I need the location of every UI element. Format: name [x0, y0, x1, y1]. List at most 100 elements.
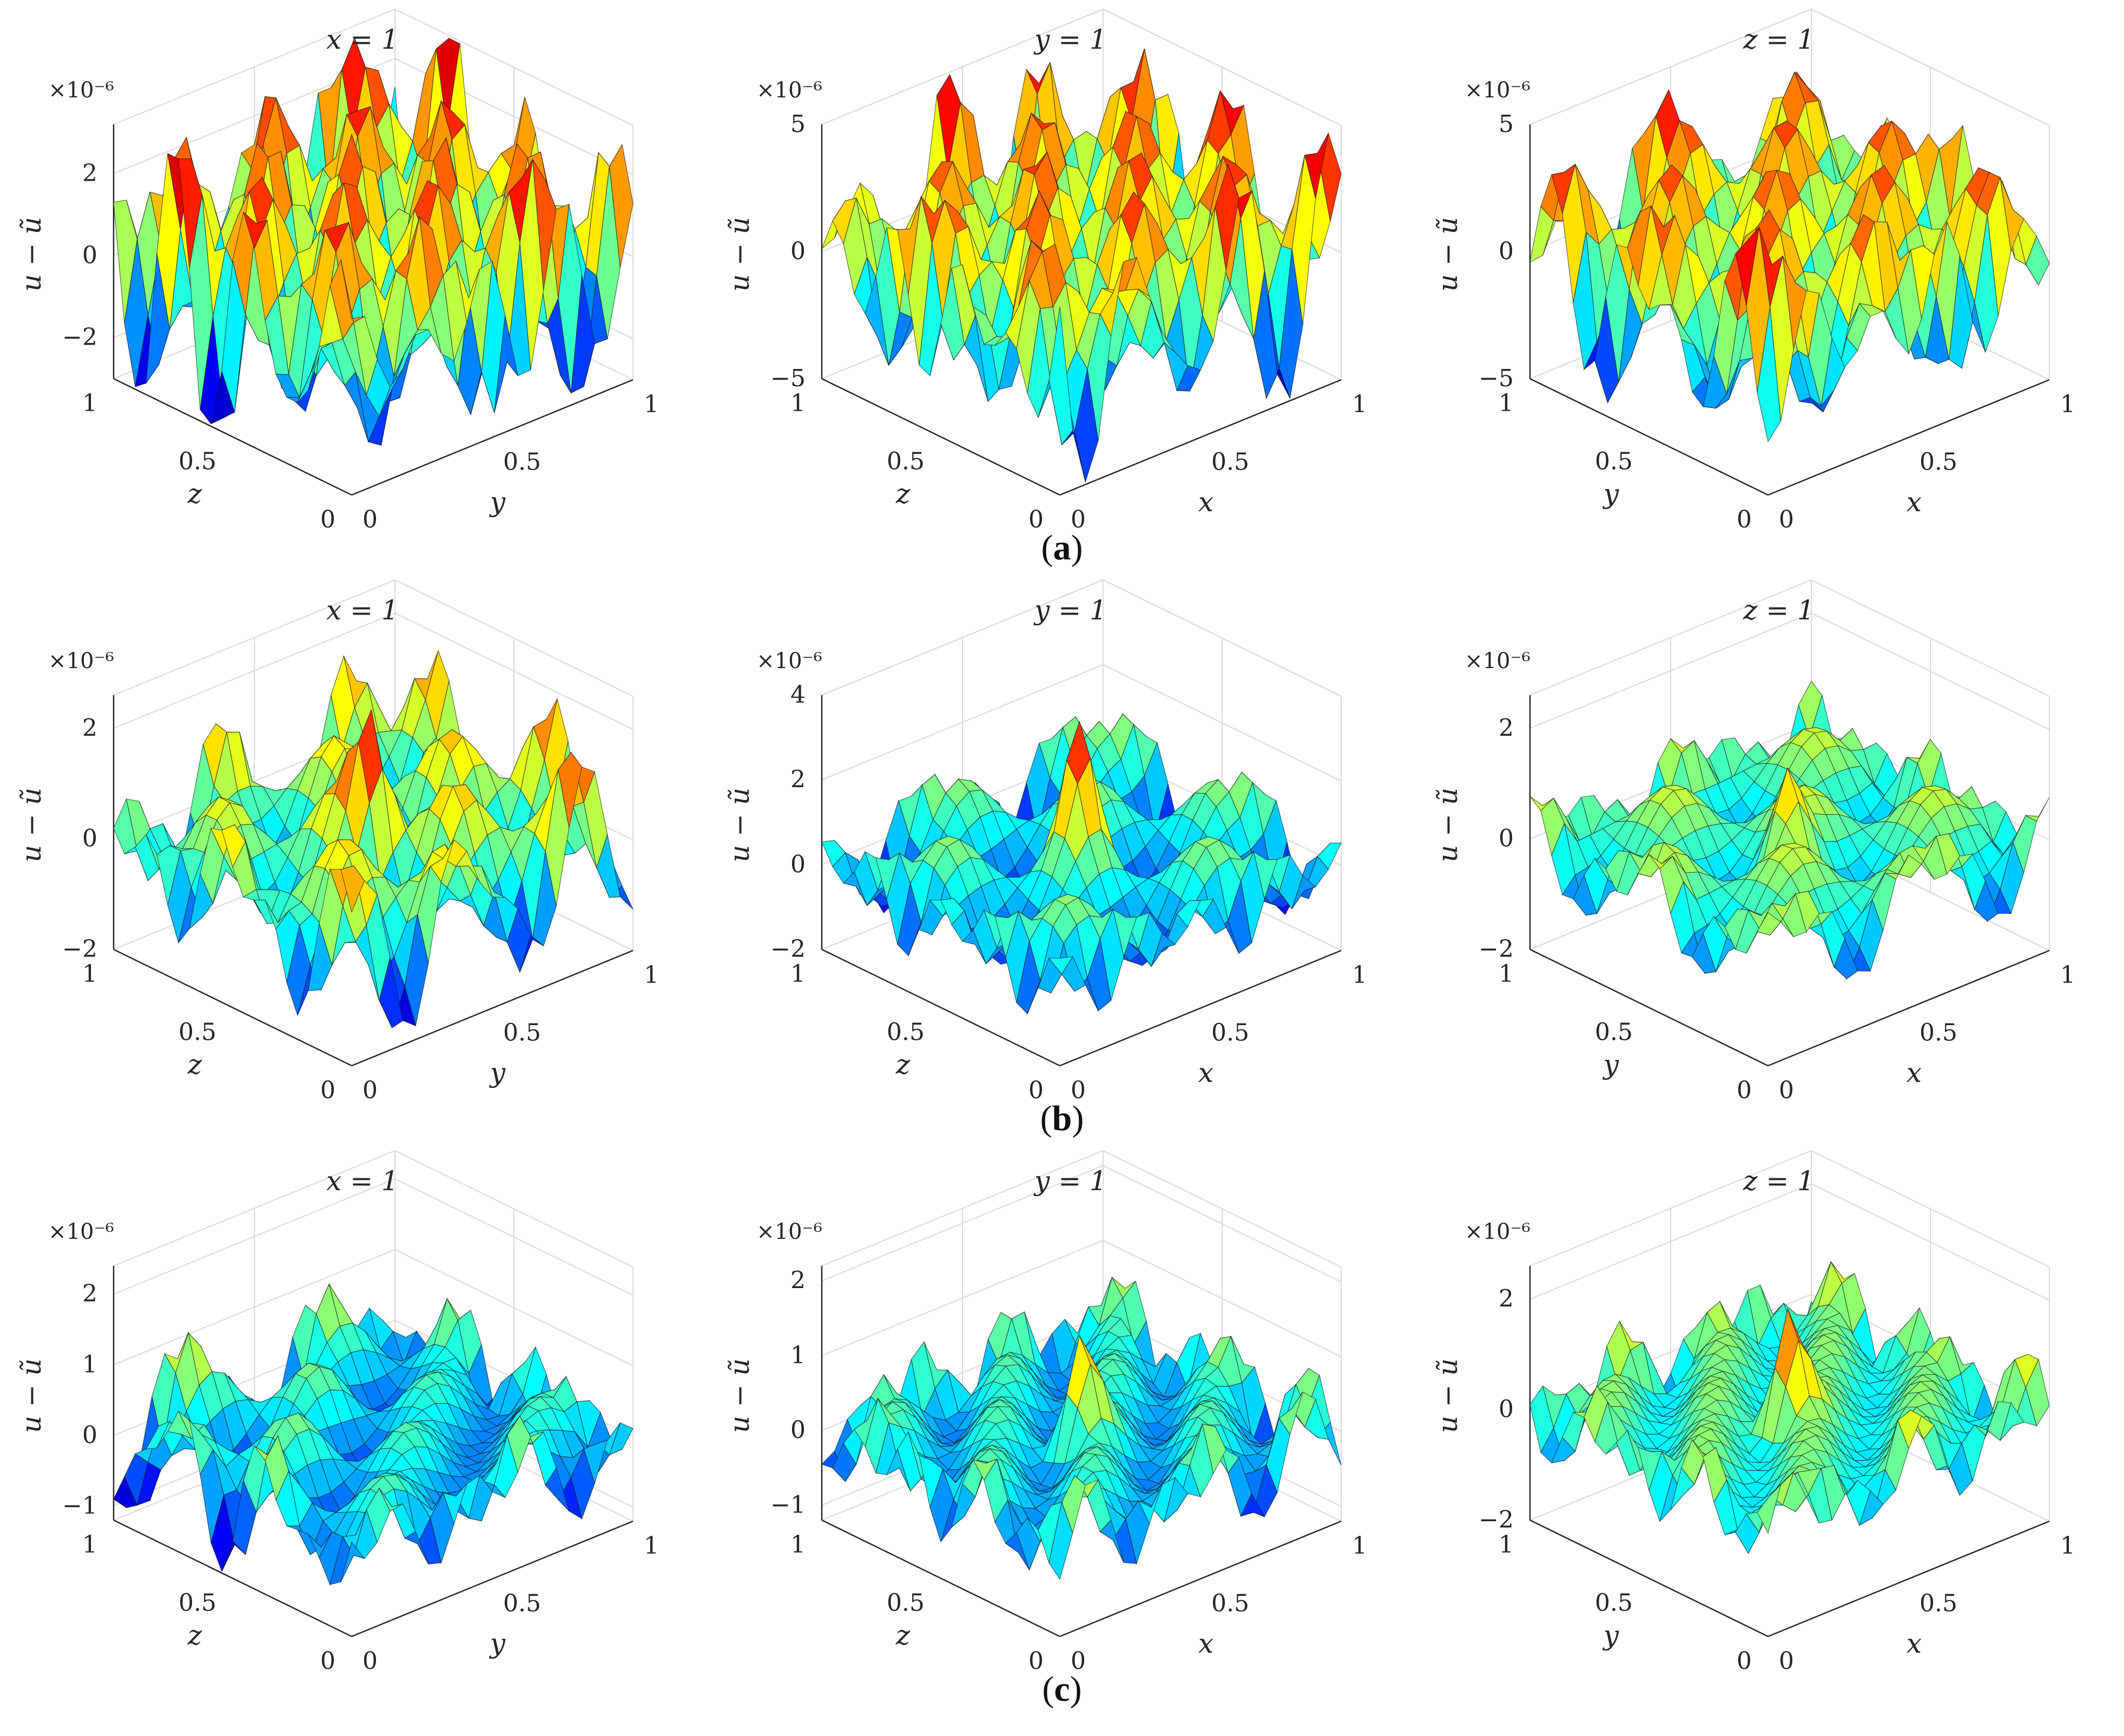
z-tick-label: 2 [82, 1280, 97, 1308]
z-axis-label: u − ũ [16, 788, 47, 862]
z-tick-label: 0 [82, 1421, 97, 1449]
z-exponent: ×10⁻⁶ [1465, 78, 1531, 103]
y-tick-label: 1 [2060, 391, 2075, 418]
x-axis-label: z [895, 478, 911, 510]
panel-title: y = 1 [1033, 1165, 1107, 1197]
y-tick-label: 1 [1352, 391, 1367, 418]
y-tick-label: 0 [1071, 1077, 1086, 1104]
y-axis-label: x [1907, 486, 1922, 518]
z-tick-label: 0 [1499, 237, 1514, 265]
x-tick-label: 1 [82, 390, 97, 417]
y-tick-label: 0 [1071, 1647, 1086, 1675]
z-tick-label: 2 [82, 160, 97, 187]
x-tick-label: 0.5 [179, 1589, 216, 1617]
y-tick-label: 0 [1779, 1077, 1794, 1104]
z-axis-label: u − ũ [724, 788, 755, 862]
z-tick-label: −1 [770, 1491, 806, 1519]
row-label-b: (b) [1040, 1099, 1084, 1138]
x-tick-label: 1 [1499, 390, 1514, 417]
x-tick-label: 0 [1028, 1077, 1044, 1104]
z-tick-label: 0 [82, 242, 97, 269]
x-axis-label: y [1602, 1620, 1619, 1651]
z-tick-label: 2 [1499, 714, 1514, 742]
z-axis-label: u − ũ [1432, 217, 1463, 292]
z-axis-label: u − ũ [16, 217, 47, 292]
z-axis-label: u − ũ [1432, 1358, 1463, 1433]
x-axis-label: z [895, 1049, 911, 1080]
panel-title: x = 1 [326, 1165, 399, 1197]
z-tick-label: 2 [790, 766, 806, 794]
z-tick-label: −1 [62, 1492, 97, 1520]
z-exponent: ×10⁻⁶ [1465, 1219, 1531, 1244]
z-tick-label: 0 [1499, 1396, 1514, 1423]
x-tick-label: 0.5 [1595, 1019, 1633, 1046]
surface-mesh [113, 649, 634, 1029]
z-tick-label: −2 [62, 935, 97, 963]
y-tick-label: 1 [2060, 961, 2075, 989]
y-tick-label: 0.5 [1919, 1590, 1957, 1618]
x-tick-label: 0 [1737, 506, 1752, 533]
x-tick-label: 1 [1499, 1531, 1514, 1559]
x-tick-label: 0.5 [179, 448, 216, 476]
x-tick-label: 0 [320, 1077, 335, 1104]
y-tick-label: 0.5 [1919, 1019, 1957, 1047]
x-tick-label: 0.5 [887, 1589, 925, 1617]
surface-panel-b-2: y = 1 ×10⁻⁶ −2 0 2 4 u − ũ 0 0.5 1 0 0.5 1 z x [724, 579, 1367, 1104]
z-tick-label: 5 [1499, 110, 1514, 138]
panel-title: x = 1 [326, 595, 399, 626]
y-tick-label: 0 [1779, 506, 1794, 533]
y-tick-label: 0.5 [503, 1019, 541, 1047]
x-tick-label: 0.5 [887, 1019, 925, 1046]
x-tick-label: 1 [790, 960, 806, 988]
x-tick-label: 0 [320, 506, 335, 533]
z-exponent: ×10⁻⁶ [756, 1219, 822, 1244]
panel-title: y = 1 [1033, 24, 1107, 55]
y-tick-label: 0 [362, 1647, 378, 1675]
z-tick-label: 0 [790, 237, 806, 265]
surface-mesh [1529, 71, 2050, 443]
z-axis-label: u − ũ [1432, 788, 1463, 862]
z-exponent: ×10⁻⁶ [48, 649, 114, 674]
surface-mesh [113, 37, 634, 446]
y-tick-label: 1 [644, 1532, 659, 1560]
x-tick-label: 1 [1499, 960, 1514, 988]
x-axis-label: y [1602, 478, 1619, 510]
surface-mesh [1529, 1260, 2050, 1554]
z-tick-label: −2 [62, 324, 97, 351]
x-tick-label: 1 [82, 960, 97, 988]
z-axis-label: u − ũ [16, 1358, 47, 1433]
z-tick-label: 0 [82, 825, 97, 853]
z-tick-label: 1 [790, 1342, 806, 1369]
y-tick-label: 0.5 [503, 1590, 541, 1618]
x-tick-label: 0 [1028, 506, 1044, 533]
z-axis-label: u − ũ [724, 217, 755, 292]
y-tick-label: 0.5 [503, 448, 541, 476]
y-tick-label: 1 [644, 391, 659, 418]
z-tick-label: 5 [790, 110, 806, 138]
z-exponent: ×10⁻⁶ [48, 1219, 114, 1244]
z-exponent: ×10⁻⁶ [1465, 649, 1531, 674]
z-tick-label: 2 [1499, 1285, 1514, 1312]
surface-mesh [821, 1276, 1342, 1580]
y-axis-label: y [489, 486, 506, 518]
surface-panel-a-2: y = 1 ×10⁻⁶ −5 0 5 u − ũ 0 0.5 1 0 0.5 1 z x [724, 8, 1367, 533]
y-axis-label: x [1907, 1057, 1922, 1088]
z-tick-label: 2 [82, 714, 97, 742]
panel-title: z = 1 [1743, 1165, 1815, 1197]
z-tick-label: 0 [790, 1416, 806, 1444]
z-tick-label: −2 [770, 935, 806, 963]
surface-mesh [1529, 680, 2050, 980]
z-tick-label: 4 [790, 681, 806, 709]
x-axis-label: y [1602, 1049, 1619, 1080]
y-axis-label: x [1907, 1628, 1922, 1659]
y-tick-label: 0 [1779, 1647, 1794, 1675]
row-label-a: (a) [1041, 528, 1083, 567]
x-tick-label: 0 [1028, 1647, 1044, 1675]
x-tick-label: 1 [82, 1531, 97, 1559]
y-axis-label: x [1198, 486, 1213, 518]
y-axis-label: y [489, 1628, 506, 1659]
y-axis-label: x [1198, 1057, 1213, 1088]
z-tick-label: −2 [1479, 935, 1514, 963]
y-tick-label: 1 [2060, 1532, 2075, 1560]
